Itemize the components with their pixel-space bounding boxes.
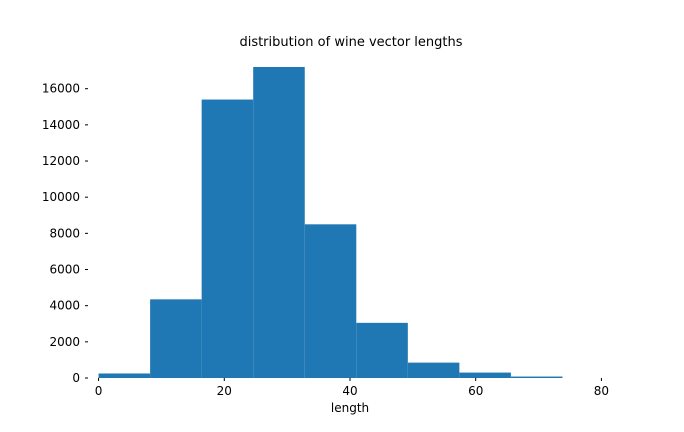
x-tick-label: 0 bbox=[95, 384, 103, 398]
y-tick-label: 14000 bbox=[42, 118, 80, 132]
histogram-bar-5 bbox=[356, 322, 408, 378]
y-tick-label: 16000 bbox=[42, 82, 80, 96]
y-tick-label: 8000 bbox=[49, 226, 80, 240]
y-tick-label: 12000 bbox=[42, 154, 80, 168]
histogram-bar-6 bbox=[407, 362, 460, 378]
y-tick-label: 10000 bbox=[42, 190, 80, 204]
x-axis-label: length bbox=[331, 401, 369, 415]
x-axis: 0 20 40 60 80 bbox=[95, 378, 609, 398]
bars-group bbox=[98, 67, 563, 378]
x-tick-label: 40 bbox=[342, 384, 357, 398]
histogram-bar-4 bbox=[304, 224, 357, 378]
histogram-bar-7 bbox=[459, 372, 511, 378]
histogram-bar-1 bbox=[150, 299, 202, 378]
y-tick-label: 0 bbox=[72, 371, 80, 385]
x-tick-label: 80 bbox=[594, 384, 609, 398]
y-tick-label: 6000 bbox=[49, 263, 80, 277]
y-tick-label: 2000 bbox=[49, 335, 80, 349]
histogram-bar-2 bbox=[201, 99, 254, 378]
histogram-bar-0 bbox=[98, 373, 151, 378]
x-tick-label: 60 bbox=[468, 384, 483, 398]
histogram-bar-3 bbox=[253, 67, 305, 378]
x-tick-label: 20 bbox=[217, 384, 232, 398]
chart-title: distribution of wine vector lengths bbox=[239, 35, 462, 50]
histogram-bar-8 bbox=[510, 376, 563, 378]
y-tick-label: 4000 bbox=[49, 299, 80, 313]
y-axis: 0 2000 4000 6000 8000 10000 12000 14000 16000 bbox=[42, 82, 88, 385]
